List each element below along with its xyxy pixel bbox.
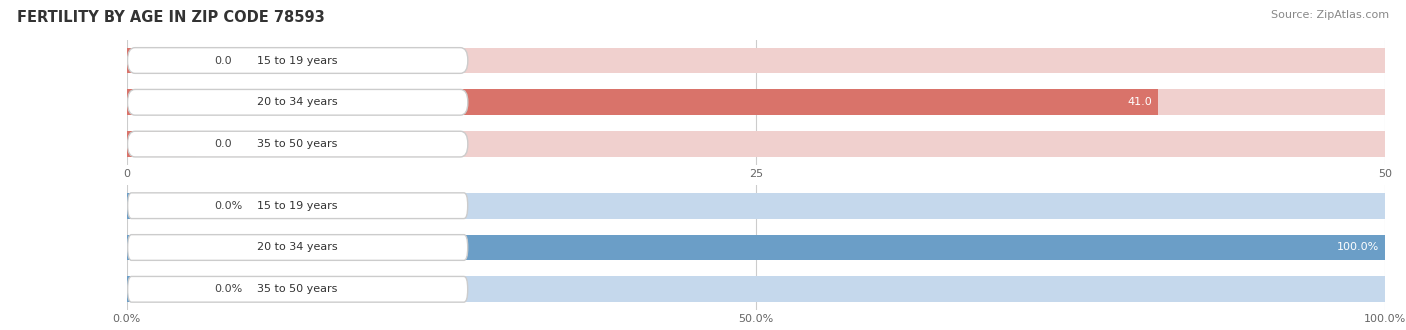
Text: Source: ZipAtlas.com: Source: ZipAtlas.com: [1271, 10, 1389, 20]
FancyBboxPatch shape: [128, 235, 468, 260]
Bar: [127, 48, 1385, 74]
Text: 0.0%: 0.0%: [215, 201, 243, 211]
Text: 0.0: 0.0: [215, 55, 232, 65]
Text: 20 to 34 years: 20 to 34 years: [257, 97, 337, 107]
Bar: [127, 131, 195, 157]
Text: 35 to 50 years: 35 to 50 years: [257, 139, 337, 149]
Bar: [127, 48, 195, 74]
Text: 15 to 19 years: 15 to 19 years: [257, 55, 337, 65]
Bar: [127, 193, 195, 219]
Bar: [127, 235, 1385, 260]
Text: 0.0: 0.0: [215, 139, 232, 149]
Text: 35 to 50 years: 35 to 50 years: [257, 284, 337, 294]
Text: 15 to 19 years: 15 to 19 years: [257, 201, 337, 211]
Bar: [127, 276, 195, 302]
Bar: [127, 131, 1385, 157]
Bar: [127, 276, 1385, 302]
Text: FERTILITY BY AGE IN ZIP CODE 78593: FERTILITY BY AGE IN ZIP CODE 78593: [17, 10, 325, 25]
FancyBboxPatch shape: [128, 131, 468, 157]
Bar: [127, 193, 1385, 219]
Bar: [127, 89, 1159, 115]
Text: 20 to 34 years: 20 to 34 years: [257, 243, 337, 252]
FancyBboxPatch shape: [128, 277, 468, 302]
Text: 41.0: 41.0: [1128, 97, 1152, 107]
Bar: [127, 89, 1385, 115]
FancyBboxPatch shape: [128, 48, 468, 73]
FancyBboxPatch shape: [128, 89, 468, 115]
Text: 100.0%: 100.0%: [1336, 243, 1379, 252]
FancyBboxPatch shape: [128, 193, 468, 218]
Bar: [127, 235, 1385, 260]
Text: 0.0%: 0.0%: [215, 284, 243, 294]
